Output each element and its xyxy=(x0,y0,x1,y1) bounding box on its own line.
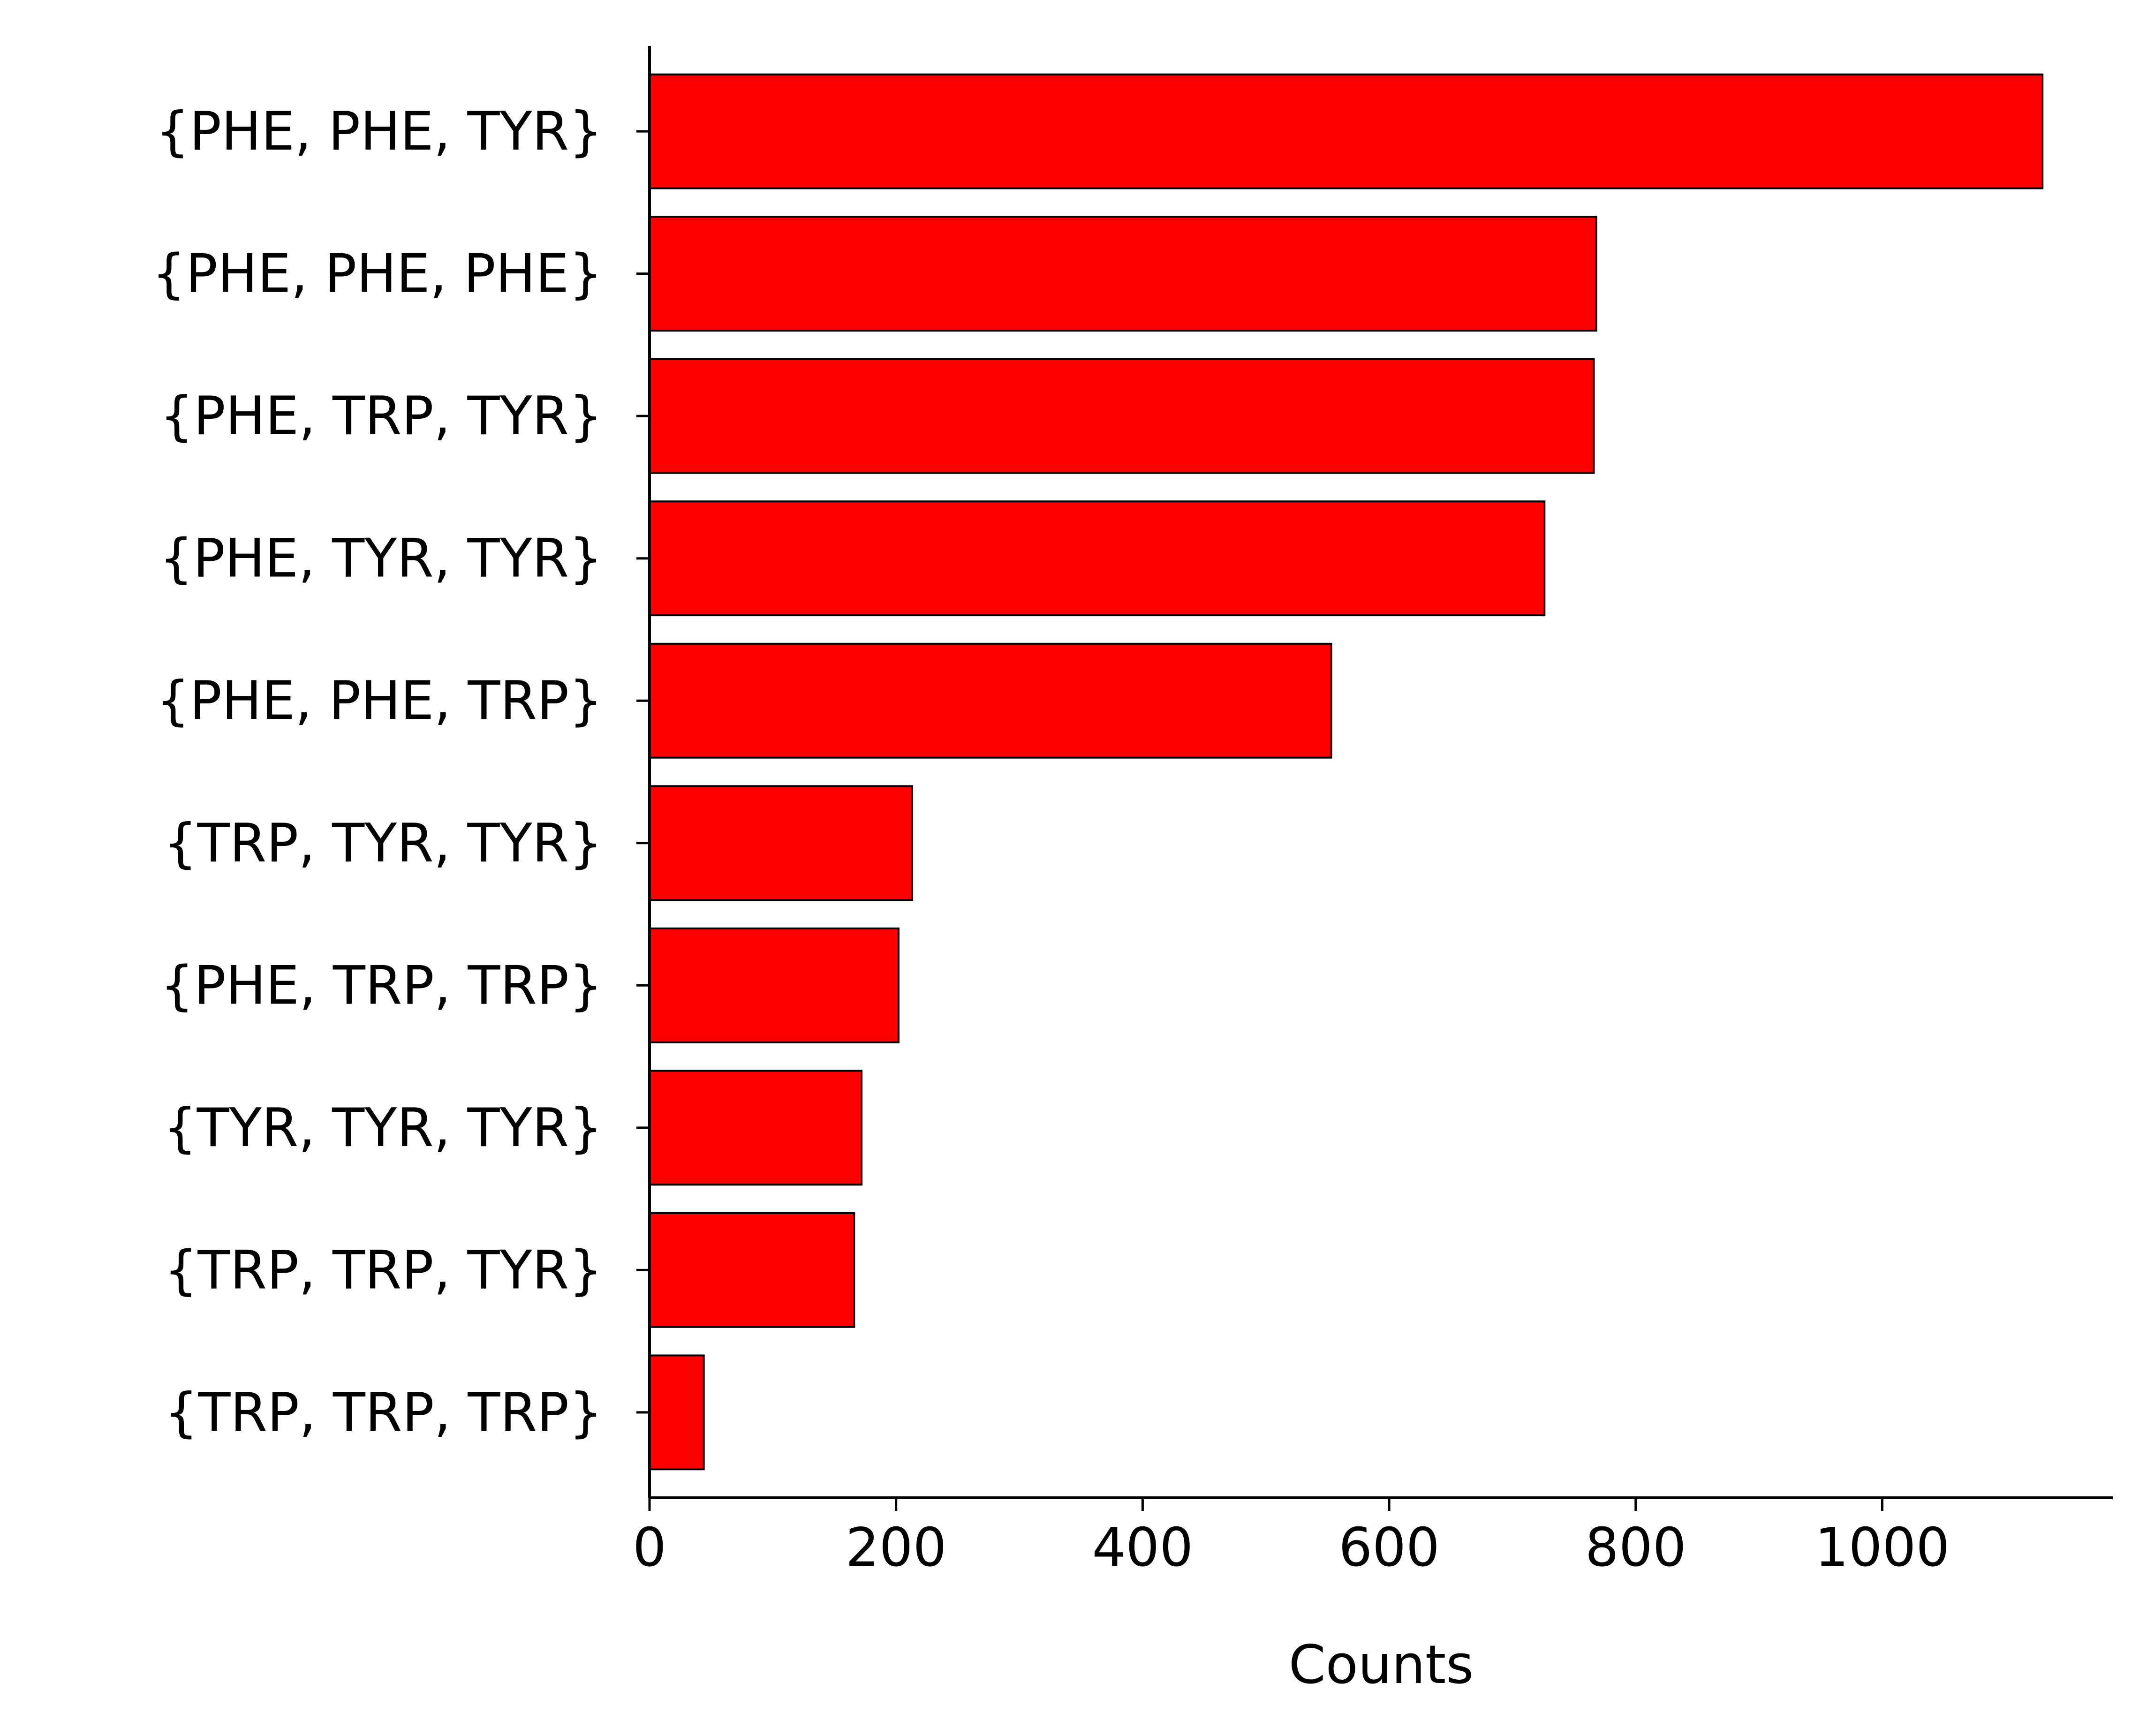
y-tick-label: {PHE, PHE, PHE} xyxy=(152,243,603,305)
bar xyxy=(649,927,900,1043)
y-tick-label: {PHE, PHE, TYR} xyxy=(156,100,603,162)
x-tick-label: 200 xyxy=(846,1517,947,1578)
bars-group xyxy=(649,73,2044,1471)
bar xyxy=(649,216,1597,332)
bar xyxy=(649,73,2044,189)
y-tick-label: {PHE, TRP, TYR} xyxy=(160,385,603,447)
x-axis-ticks: 0 200 400 600 800 1000 xyxy=(633,1498,1950,1578)
y-tick-label: {PHE, TYR, TYR} xyxy=(159,528,603,589)
bar xyxy=(649,1212,855,1328)
x-tick-label: 1000 xyxy=(1815,1517,1950,1578)
bar xyxy=(649,358,1595,474)
y-tick-label: {PHE, PHE, TRP} xyxy=(156,670,603,732)
x-axis-label: Counts xyxy=(1289,1634,1474,1696)
bar xyxy=(649,1354,705,1471)
x-tick-label: 600 xyxy=(1338,1517,1440,1578)
bar xyxy=(649,1070,863,1186)
bar xyxy=(649,785,913,901)
y-tick-label: {TRP, TRP, TYR} xyxy=(164,1239,603,1301)
x-tick-label: 800 xyxy=(1585,1517,1686,1578)
y-tick-label: {PHE, TRP, TRP} xyxy=(160,954,603,1016)
y-tick-label: {TRP, TYR, TYR} xyxy=(164,812,603,874)
bar xyxy=(649,500,1546,617)
bar xyxy=(649,642,1332,759)
x-tick-label: 400 xyxy=(1092,1517,1194,1578)
y-tick-label: {TRP, TRP, TRP} xyxy=(164,1381,603,1443)
y-axis-ticks: {PHE, PHE, TYR} {PHE, PHE, PHE} {PHE, TRP,… xyxy=(152,100,650,1443)
y-tick-label: {TYR, TYR, TYR} xyxy=(163,1097,603,1159)
x-tick-label: 0 xyxy=(633,1517,666,1578)
